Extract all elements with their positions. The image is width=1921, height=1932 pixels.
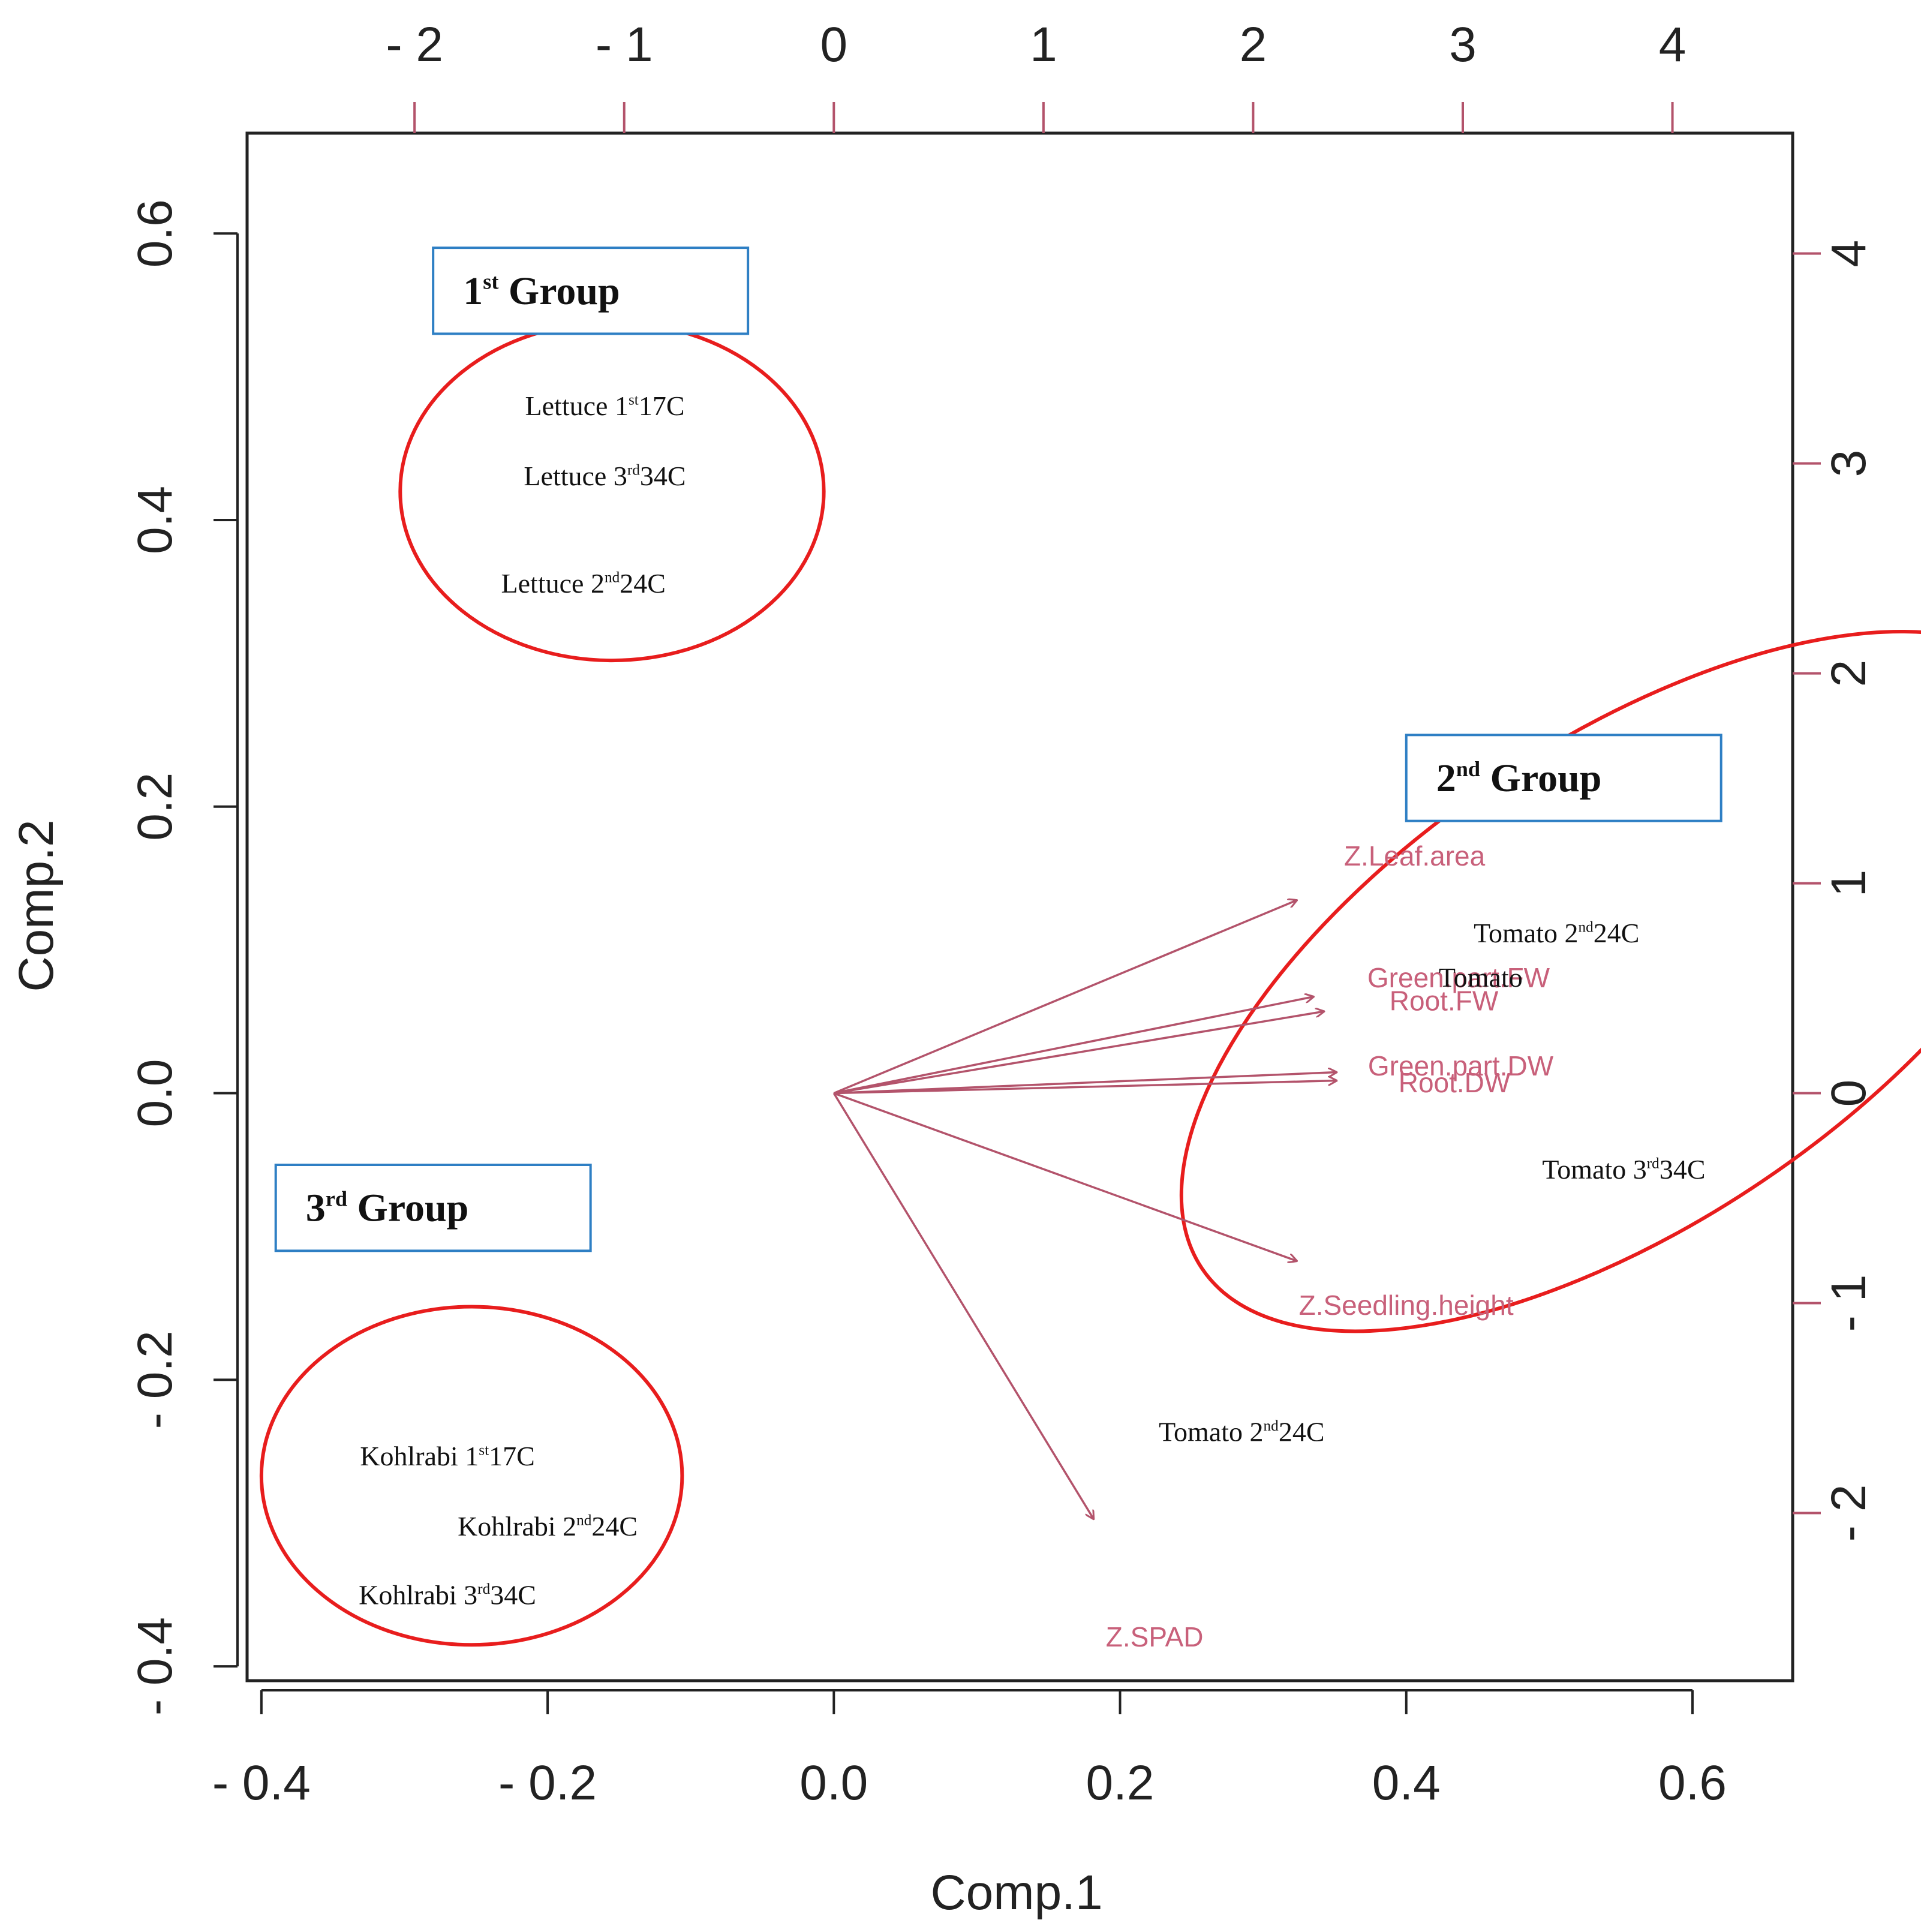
- top-tick-label: 4: [1659, 17, 1686, 72]
- top-tick-label: 2: [1240, 17, 1267, 72]
- observation-label: Tomato 2nd24C: [1159, 1416, 1324, 1447]
- x-tick-label: 0.0: [799, 1756, 868, 1810]
- loading-label: Root.FW: [1390, 985, 1499, 1017]
- right-tick-label: 4: [1821, 240, 1876, 268]
- x-axis-label: Comp.1: [930, 1865, 1102, 1920]
- observation-label: Kohlrabi 1st17C: [360, 1441, 535, 1471]
- observation-label: Tomato 2nd24C: [1474, 918, 1639, 948]
- group-box: [432, 247, 750, 335]
- y-tick-label: 0.2: [128, 773, 182, 841]
- y-tick-label: - 0.2: [128, 1330, 182, 1429]
- loading-arrow: [833, 900, 1297, 1095]
- loading-label: Root.DW: [1399, 1067, 1511, 1098]
- observation-label: Tomato 3rd34C: [1542, 1154, 1705, 1185]
- loading-arrow: [833, 1092, 1297, 1261]
- observation-label: Kohlrabi 2nd24C: [458, 1511, 638, 1542]
- x-tick-label: 0.2: [1086, 1756, 1155, 1810]
- group-label: 3rd Group: [306, 1186, 469, 1230]
- top-tick-label: - 1: [596, 17, 653, 72]
- observation-label: Kohlrabi 3rd34C: [359, 1580, 536, 1610]
- observation-label: Tomato: [1439, 962, 1523, 993]
- y-tick-label: 0.0: [128, 1059, 182, 1128]
- loading-arrow: [834, 1072, 1337, 1095]
- observation-label: Lettuce 3rd34C: [524, 461, 686, 491]
- loading-arrow: [834, 1011, 1324, 1095]
- x-tick-label: - 0.4: [212, 1756, 311, 1810]
- x-tick-label: 0.6: [1658, 1756, 1727, 1810]
- observation-label: Lettuce 1st17C: [525, 390, 685, 421]
- group-box: [274, 1164, 592, 1252]
- loading-label: Z.Leaf.area: [1344, 840, 1486, 872]
- y-axis-label: Comp.2: [9, 819, 64, 991]
- loading-label: Z.SPAD: [1106, 1621, 1204, 1652]
- top-tick-label: 1: [1030, 17, 1057, 72]
- right-tick-label: - 2: [1821, 1485, 1876, 1542]
- loading-arrow: [832, 1092, 1093, 1519]
- group-label: 2nd Group: [1436, 756, 1602, 800]
- y-tick-label: 0.4: [128, 486, 182, 554]
- right-tick-label: 2: [1821, 660, 1876, 687]
- loading-label: Z.Seedling.height: [1299, 1290, 1514, 1321]
- group-label: 1st Group: [463, 269, 620, 313]
- plot-frame: [245, 131, 1794, 1682]
- right-tick-label: - 1: [1821, 1275, 1876, 1332]
- right-tick-label: 1: [1821, 870, 1876, 897]
- loading-arrow: [833, 997, 1314, 1095]
- y-tick-label: - 0.4: [128, 1617, 182, 1715]
- x-tick-label: 0.4: [1372, 1756, 1441, 1810]
- x-tick-label: - 0.2: [498, 1756, 597, 1810]
- observation-label: Lettuce 2nd24C: [501, 568, 666, 599]
- y-tick-label: 0.6: [128, 199, 182, 268]
- group-box: [1405, 734, 1722, 822]
- group-ellipse: [259, 1305, 684, 1647]
- loading-label: Green.part.FW: [1367, 962, 1550, 993]
- top-tick-label: 0: [820, 17, 848, 72]
- loading-label: Green.part.DW: [1368, 1050, 1554, 1081]
- right-tick-label: 3: [1821, 450, 1876, 477]
- right-tick-label: 0: [1821, 1080, 1876, 1107]
- top-tick-label: - 2: [386, 17, 443, 72]
- top-tick-label: 3: [1449, 17, 1477, 72]
- loading-arrow: [834, 1081, 1337, 1095]
- group-ellipse: [398, 320, 826, 663]
